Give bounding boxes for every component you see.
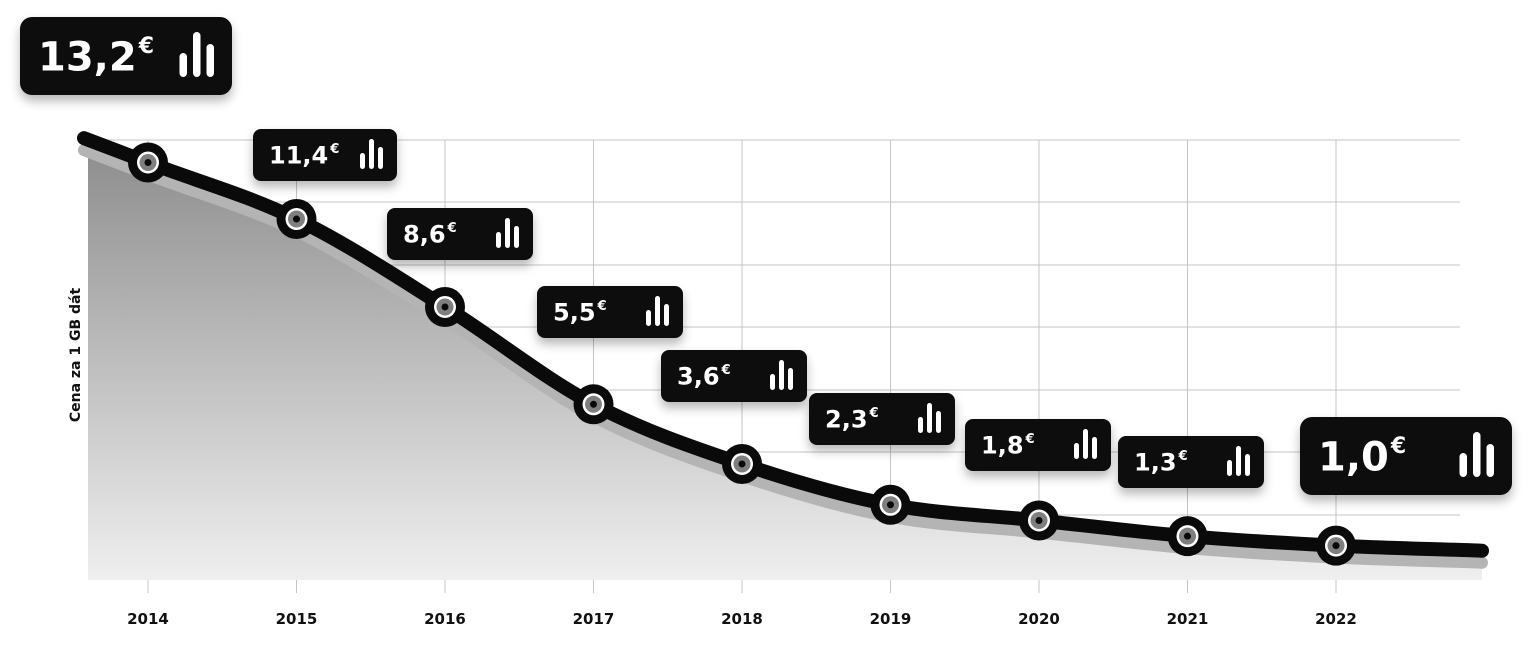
- x-axis-ticks: 2014 2015 2016 2017 2018 2019 2020 2021 2022: [127, 610, 1357, 628]
- value-label: 13,2: [38, 34, 137, 80]
- currency-symbol: €: [721, 363, 731, 378]
- bar-chart-icon: [918, 403, 941, 433]
- value-badge-background: [20, 17, 232, 95]
- data-point-marker: [1316, 525, 1356, 566]
- x-tick-label: 2018: [721, 610, 763, 628]
- value-label: 3,6: [677, 363, 720, 391]
- data-point-marker: [722, 443, 762, 484]
- currency-symbol: €: [869, 406, 879, 421]
- currency-symbol: €: [597, 299, 607, 314]
- value-label: 11,4: [269, 142, 328, 170]
- value-badge: 5,5 €: [537, 286, 683, 338]
- area-fill: [84, 150, 1482, 581]
- bar-chart-icon: [496, 218, 519, 248]
- currency-symbol: €: [138, 34, 154, 59]
- x-tick-label: 2014: [127, 610, 169, 628]
- currency-symbol: €: [1178, 449, 1188, 464]
- data-point-marker: [1019, 500, 1059, 541]
- x-tick-label: 2019: [870, 610, 912, 628]
- value-label: 2,3: [825, 406, 868, 434]
- bar-chart-icon: [179, 32, 214, 77]
- data-point-marker: [128, 142, 168, 183]
- bar-chart-icon: [1074, 429, 1097, 459]
- value-label: 1,3: [1134, 449, 1177, 477]
- data-point-marker: [573, 384, 614, 425]
- value-badge-background: [1300, 417, 1512, 495]
- value-badges: 13,2 €11,4 €8,6 €5,5 €3,6 €2,3 €1,8 €1,3 €1,0 €: [20, 17, 1512, 495]
- bar-chart-icon: [1459, 432, 1494, 477]
- data-markers: [128, 142, 1356, 566]
- x-tick-label: 2021: [1167, 610, 1209, 628]
- x-tick-label: 2015: [276, 610, 318, 628]
- x-tick-label: 2020: [1018, 610, 1060, 628]
- x-tick-label: 2017: [573, 610, 615, 628]
- currency-symbol: €: [329, 142, 339, 157]
- y-axis-label: Cena za 1 GB dát: [68, 288, 84, 423]
- value-label: 1,0: [1318, 434, 1389, 480]
- value-badge: 11,4 €: [253, 129, 397, 181]
- currency-symbol: €: [447, 221, 457, 236]
- value-badge: 1,0 €: [1300, 417, 1512, 495]
- data-point-marker: [425, 286, 465, 327]
- value-badge: 1,8 €: [965, 419, 1111, 471]
- currency-symbol: €: [1025, 432, 1035, 447]
- value-badge: 1,3 €: [1118, 436, 1264, 488]
- value-badge: 13,2 €: [20, 17, 232, 95]
- data-point-marker: [1167, 516, 1208, 557]
- value-label: 1,8: [981, 432, 1024, 460]
- currency-symbol: €: [1390, 434, 1406, 459]
- bar-chart-icon: [360, 139, 383, 169]
- value-badge: 3,6 €: [661, 350, 807, 402]
- bar-chart-icon: [770, 360, 793, 390]
- value-badge: 8,6 €: [387, 208, 533, 260]
- x-tick-label: 2016: [424, 610, 466, 628]
- bar-chart-icon: [1227, 446, 1250, 476]
- data-point-marker: [276, 199, 317, 240]
- bar-chart-icon: [646, 296, 669, 326]
- value-badge: 2,3 €: [809, 393, 955, 445]
- data-point-marker: [870, 484, 911, 525]
- value-label: 5,5: [553, 299, 596, 327]
- value-label: 8,6: [403, 221, 446, 249]
- x-tick-label: 2022: [1315, 610, 1357, 628]
